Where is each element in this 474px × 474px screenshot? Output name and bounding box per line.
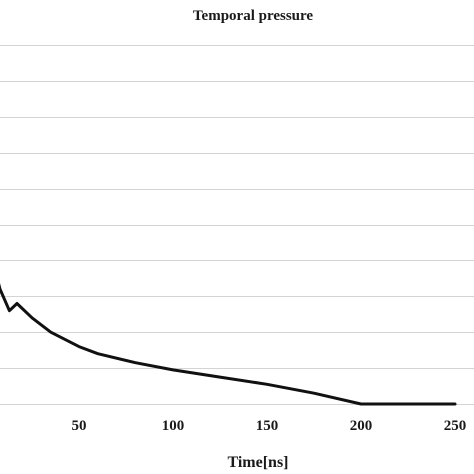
x-axis-label: Time[ns] xyxy=(227,454,288,471)
x-tick-labels: 50 100 150 200 250 xyxy=(72,418,467,434)
x-tick-label-50: 50 xyxy=(72,418,87,434)
series-line-0 xyxy=(0,283,457,406)
series-layer xyxy=(0,283,457,406)
gridlines xyxy=(0,45,474,405)
x-tick-label-100: 100 xyxy=(162,418,185,434)
chart-title: Temporal pressure xyxy=(193,8,313,24)
x-tick-label-150: 150 xyxy=(256,418,279,434)
x-tick-label-200: 200 xyxy=(350,418,373,434)
x-tick-label-250: 250 xyxy=(444,418,467,434)
